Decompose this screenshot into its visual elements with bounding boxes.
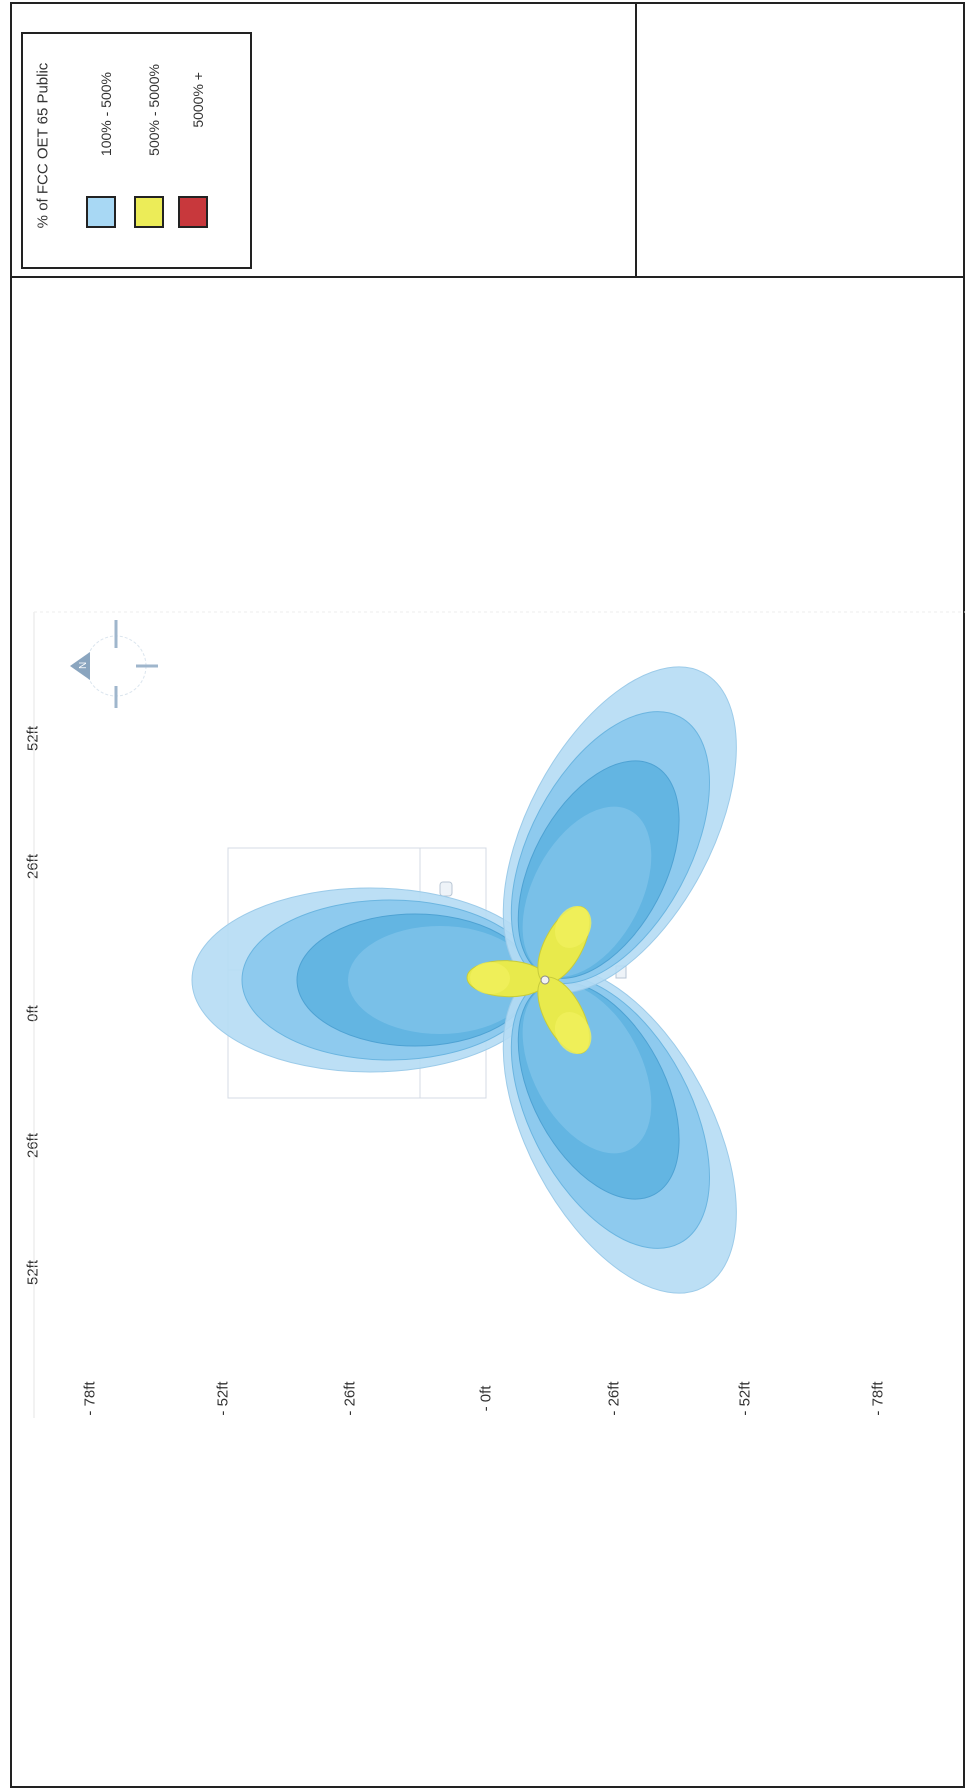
rooftop-equipment-1 (439, 881, 453, 897)
legend-box: % of FCC OET 65 Public 100% - 500% 500% … (21, 32, 252, 269)
legend-swatch-low (86, 196, 116, 228)
legend-swatch-mid (134, 196, 164, 228)
near-field-northeast (537, 906, 592, 984)
lobe-west (191, 887, 549, 1073)
header-vertical-divider (635, 2, 637, 278)
header-divider (10, 276, 965, 278)
lobe-west-core (348, 926, 532, 1034)
compass-label: N (78, 662, 89, 669)
lobe-northeast (502, 666, 737, 994)
legend-swatch-high (178, 196, 208, 228)
antenna-site (540, 975, 550, 985)
compass (85, 620, 158, 708)
north-arrow-icon (70, 652, 90, 680)
outer-frame (10, 2, 965, 1788)
near-field-west (466, 960, 548, 998)
